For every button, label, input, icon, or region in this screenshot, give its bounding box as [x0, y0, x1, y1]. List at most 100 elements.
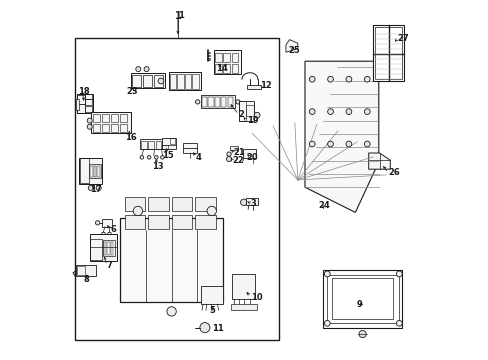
Bar	[230, 146, 238, 150]
Bar	[171, 197, 192, 211]
Text: 1: 1	[174, 11, 181, 21]
Circle shape	[327, 76, 333, 82]
Bar	[77, 95, 84, 104]
Bar	[192, 74, 199, 89]
Circle shape	[88, 185, 93, 190]
Bar	[120, 114, 126, 122]
Bar	[102, 114, 108, 122]
Bar	[223, 64, 230, 73]
Circle shape	[327, 141, 333, 147]
Bar	[215, 64, 222, 73]
Bar	[231, 274, 255, 299]
Bar	[132, 75, 141, 87]
Text: 12: 12	[260, 81, 271, 90]
Bar	[208, 97, 213, 107]
Circle shape	[309, 141, 314, 147]
Bar	[163, 141, 168, 149]
Bar	[183, 143, 197, 153]
Bar	[215, 97, 220, 107]
Polygon shape	[305, 61, 378, 212]
Bar	[85, 94, 92, 99]
Bar	[79, 158, 102, 184]
Circle shape	[240, 199, 246, 206]
Circle shape	[226, 157, 231, 162]
Bar	[195, 215, 215, 229]
Text: 27: 27	[397, 34, 408, 43]
Circle shape	[95, 221, 100, 225]
Circle shape	[346, 141, 351, 147]
Bar	[120, 218, 223, 302]
Text: 16: 16	[125, 133, 137, 142]
Bar	[326, 275, 398, 323]
Circle shape	[358, 330, 366, 338]
Bar	[89, 164, 101, 178]
Circle shape	[324, 320, 329, 326]
Bar	[223, 53, 230, 62]
Circle shape	[254, 112, 260, 118]
Text: 9: 9	[356, 300, 362, 309]
Bar	[103, 240, 115, 256]
Circle shape	[147, 156, 151, 159]
Bar	[85, 106, 92, 112]
Text: 24: 24	[318, 201, 329, 210]
Circle shape	[396, 271, 401, 277]
Bar	[213, 50, 241, 74]
Circle shape	[158, 78, 163, 84]
Text: 25: 25	[288, 46, 300, 55]
Bar	[124, 215, 145, 229]
Bar	[90, 166, 92, 177]
Polygon shape	[368, 153, 389, 169]
Bar	[177, 74, 183, 89]
Bar	[110, 124, 118, 132]
Circle shape	[144, 67, 149, 72]
Bar	[162, 138, 176, 149]
Polygon shape	[285, 40, 297, 52]
Bar	[80, 158, 88, 183]
Circle shape	[133, 206, 142, 216]
Text: 13: 13	[152, 162, 163, 171]
Bar	[77, 94, 93, 113]
Circle shape	[87, 118, 92, 123]
Text: 19: 19	[246, 116, 258, 125]
Bar	[239, 101, 254, 121]
Text: 18: 18	[78, 87, 90, 96]
Polygon shape	[120, 211, 229, 218]
Bar	[201, 95, 235, 108]
Circle shape	[154, 156, 158, 159]
Bar	[331, 278, 392, 319]
Circle shape	[195, 100, 200, 104]
Circle shape	[96, 185, 101, 190]
Bar	[92, 114, 100, 122]
Bar	[202, 97, 206, 107]
Bar	[243, 149, 255, 158]
Bar	[246, 105, 254, 116]
Bar	[102, 124, 108, 132]
Bar	[169, 138, 175, 144]
Bar	[102, 219, 112, 227]
Bar	[89, 234, 117, 261]
Circle shape	[309, 76, 314, 82]
Text: 17: 17	[90, 185, 102, 194]
Circle shape	[364, 141, 369, 147]
Bar	[231, 64, 238, 73]
Text: 5: 5	[209, 306, 215, 315]
Bar	[76, 265, 96, 276]
Bar	[77, 266, 84, 275]
Text: 21: 21	[233, 148, 244, 157]
Circle shape	[226, 152, 231, 156]
Text: 1: 1	[178, 11, 183, 20]
Circle shape	[396, 320, 401, 326]
Text: 8: 8	[83, 275, 89, 284]
Circle shape	[346, 109, 351, 114]
Bar	[290, 61, 382, 241]
Circle shape	[136, 67, 141, 72]
Bar	[184, 74, 191, 89]
Text: 15: 15	[162, 152, 173, 161]
Bar	[124, 197, 145, 211]
Bar	[142, 75, 152, 87]
Bar	[77, 104, 84, 113]
Text: 3: 3	[250, 198, 256, 207]
Circle shape	[364, 76, 369, 82]
Bar	[107, 242, 110, 255]
Circle shape	[309, 109, 314, 114]
